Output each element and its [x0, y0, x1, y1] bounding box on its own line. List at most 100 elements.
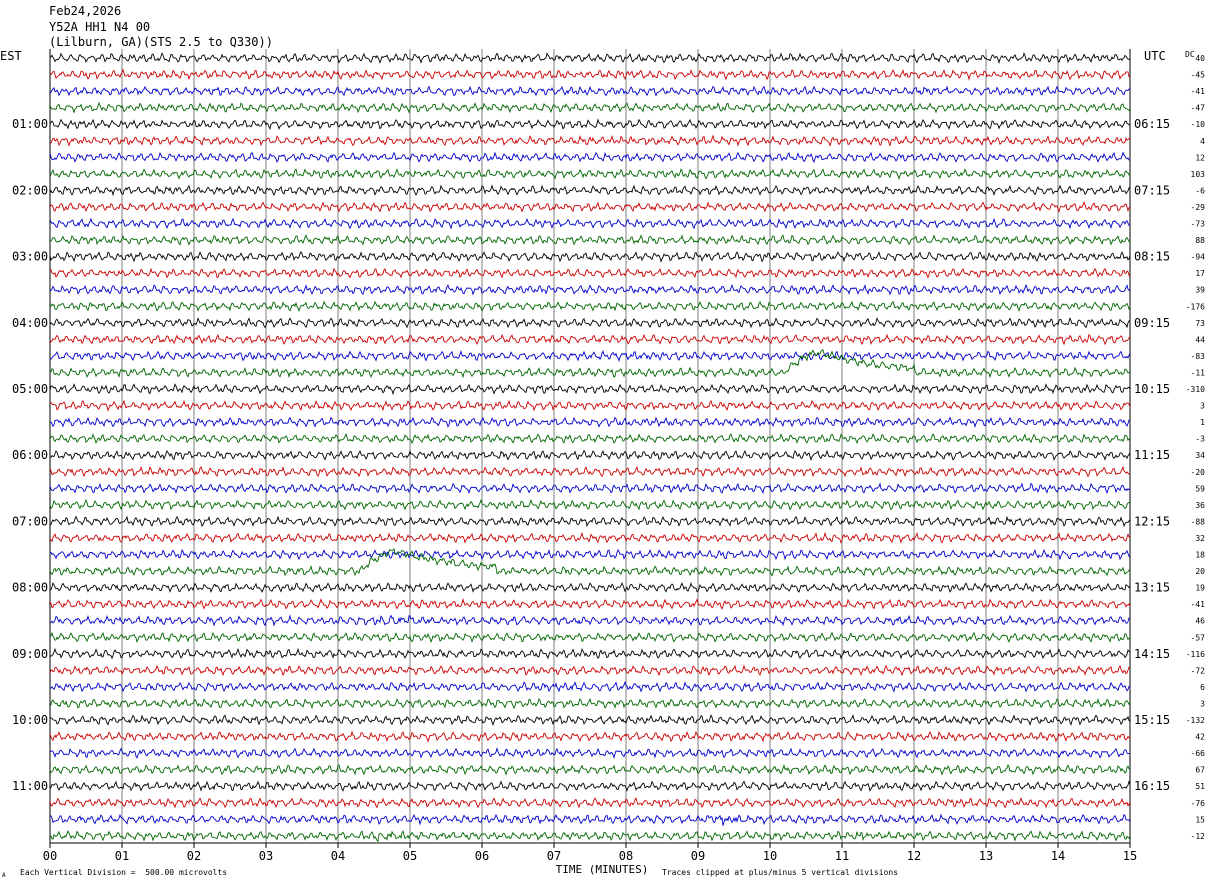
- x-tick-label-14: 14: [1051, 849, 1065, 863]
- station-code: Y52A HH1 N4 00: [49, 20, 151, 34]
- dc-offset-label: -116: [1186, 650, 1205, 659]
- dc-offset-label: 67: [1195, 766, 1205, 775]
- right-time-label: 08:15: [1134, 250, 1170, 264]
- dc-offset-label: 42: [1195, 733, 1205, 742]
- trace-row-19: [49, 349, 1131, 379]
- trace-row-10: [49, 217, 1131, 230]
- left-time-label: 06:00: [12, 448, 48, 462]
- minute-gridlines: [49, 49, 1131, 844]
- x-tick-label-08: 08: [619, 849, 633, 863]
- trace-row-45: [49, 796, 1131, 809]
- right-time-label: 16:15: [1134, 779, 1170, 793]
- dc-offset-label: 17: [1195, 269, 1205, 278]
- left-timezone-label: EST: [0, 49, 22, 63]
- left-time-label: 04:00: [12, 316, 48, 330]
- x-tick-label-02: 02: [187, 849, 201, 863]
- dc-header-label: DC: [1185, 50, 1195, 59]
- trace-row-4: [49, 118, 1131, 131]
- left-time-label: 10:00: [12, 713, 48, 727]
- trace-row-6: [49, 151, 1130, 163]
- right-time-label: 09:15: [1134, 316, 1170, 330]
- x-tick-label-12: 12: [907, 849, 921, 863]
- left-time-label: 05:00: [12, 382, 48, 396]
- trace-row-2: [49, 85, 1131, 97]
- dc-offset-label: -41: [1191, 87, 1206, 96]
- right-time-label: 13:15: [1134, 581, 1170, 595]
- trace-row-44: [49, 780, 1131, 792]
- dc-offset-label: -94: [1191, 253, 1206, 262]
- left-time-label: 08:00: [12, 581, 48, 595]
- trace-row-34: [49, 614, 1131, 627]
- left-time-label: 09:00: [12, 647, 48, 661]
- right-time-label: 15:15: [1134, 713, 1170, 727]
- trace-row-16: [49, 317, 1131, 329]
- trace-row-21: [49, 399, 1131, 412]
- left-time-label: 07:00: [12, 514, 48, 528]
- dc-offset-label: 1: [1200, 418, 1205, 427]
- x-tick-label-15: 15: [1123, 849, 1137, 863]
- dc-offset-label: 19: [1195, 584, 1205, 593]
- dc-offset-label: 39: [1195, 286, 1205, 295]
- plot-date: Feb24,2026: [49, 4, 122, 18]
- trace-row-0: [49, 52, 1131, 65]
- trace-row-46: [49, 813, 1131, 826]
- clip-note: Traces clipped at plus/minus 5 vertical …: [662, 868, 899, 877]
- trace-row-5: [49, 134, 1131, 147]
- x-tick-label-10: 10: [763, 849, 777, 863]
- dc-offset-label: -47: [1191, 104, 1206, 113]
- trace-row-33: [49, 598, 1131, 610]
- trace-row-15: [49, 300, 1131, 313]
- dc-offset-label: 36: [1195, 501, 1205, 510]
- x-tick-label-05: 05: [403, 849, 417, 863]
- trace-row-23: [49, 432, 1131, 445]
- dc-offset-label: -88: [1191, 517, 1206, 526]
- dc-offset-label: 6: [1200, 683, 1205, 692]
- dc-offset-label: -57: [1191, 633, 1206, 642]
- trace-row-25: [49, 465, 1131, 478]
- x-tick-label-06: 06: [475, 849, 489, 863]
- x-tick-label-00: 00: [43, 849, 57, 863]
- dc-offset-label: 59: [1195, 484, 1205, 493]
- dc-offset-label: 20: [1195, 567, 1205, 576]
- trace-row-17: [49, 333, 1131, 346]
- x-tick-label-13: 13: [979, 849, 993, 863]
- dc-offset-label: -72: [1191, 666, 1206, 675]
- dc-offset-label: 88: [1195, 236, 1205, 245]
- x-tick-label-07: 07: [547, 849, 561, 863]
- x-tick-label-11: 11: [835, 849, 849, 863]
- dc-offset-label: -10: [1191, 120, 1206, 129]
- left-time-label: 01:00: [12, 117, 48, 131]
- dc-offset-label: -6: [1195, 186, 1205, 195]
- trace-row-18: [49, 350, 1131, 363]
- dc-offset-label: 15: [1195, 815, 1205, 824]
- dc-offset-label: 32: [1195, 534, 1205, 543]
- trace-row-29: [49, 531, 1131, 544]
- dc-offset-label: 4: [1200, 137, 1205, 146]
- dc-offset-label: -76: [1191, 799, 1206, 808]
- dc-offset-label: -66: [1191, 749, 1206, 758]
- dc-offset-label: 51: [1195, 782, 1205, 791]
- station-location: (Lilburn, GA)(STS 2.5 to Q330)): [49, 35, 273, 49]
- x-tick-label-01: 01: [115, 849, 129, 863]
- dc-offset-label: -29: [1191, 203, 1206, 212]
- trace-row-30: [49, 548, 1131, 561]
- trace-row-28: [49, 515, 1131, 528]
- trace-row-8: [49, 184, 1131, 197]
- right-time-label: 14:15: [1134, 647, 1170, 661]
- dc-offset-label: -41: [1191, 600, 1206, 609]
- seismic-traces: [49, 52, 1131, 843]
- dc-offset-label: 12: [1195, 153, 1205, 162]
- dc-offset-label: 3: [1200, 699, 1205, 708]
- dc-offset-label: -83: [1191, 352, 1206, 361]
- dc-offset-label: -11: [1191, 368, 1206, 377]
- x-axis: 00 01 02 03 04 05 06 07 08 09 10 11 12 13 14 15: [43, 843, 1137, 863]
- dc-offset-label: 103: [1191, 170, 1206, 179]
- dc-offset-label: 46: [1195, 617, 1205, 626]
- trace-row-32: [49, 581, 1131, 594]
- trace-row-26: [49, 482, 1131, 495]
- dc-offset-label: 40: [1195, 54, 1205, 63]
- scale-note: Each Vertical Division = 500.00 microvol…: [20, 868, 228, 877]
- left-time-label: 02:00: [12, 183, 48, 197]
- dc-offset-label: -20: [1191, 468, 1206, 477]
- right-time-label: 11:15: [1134, 448, 1170, 462]
